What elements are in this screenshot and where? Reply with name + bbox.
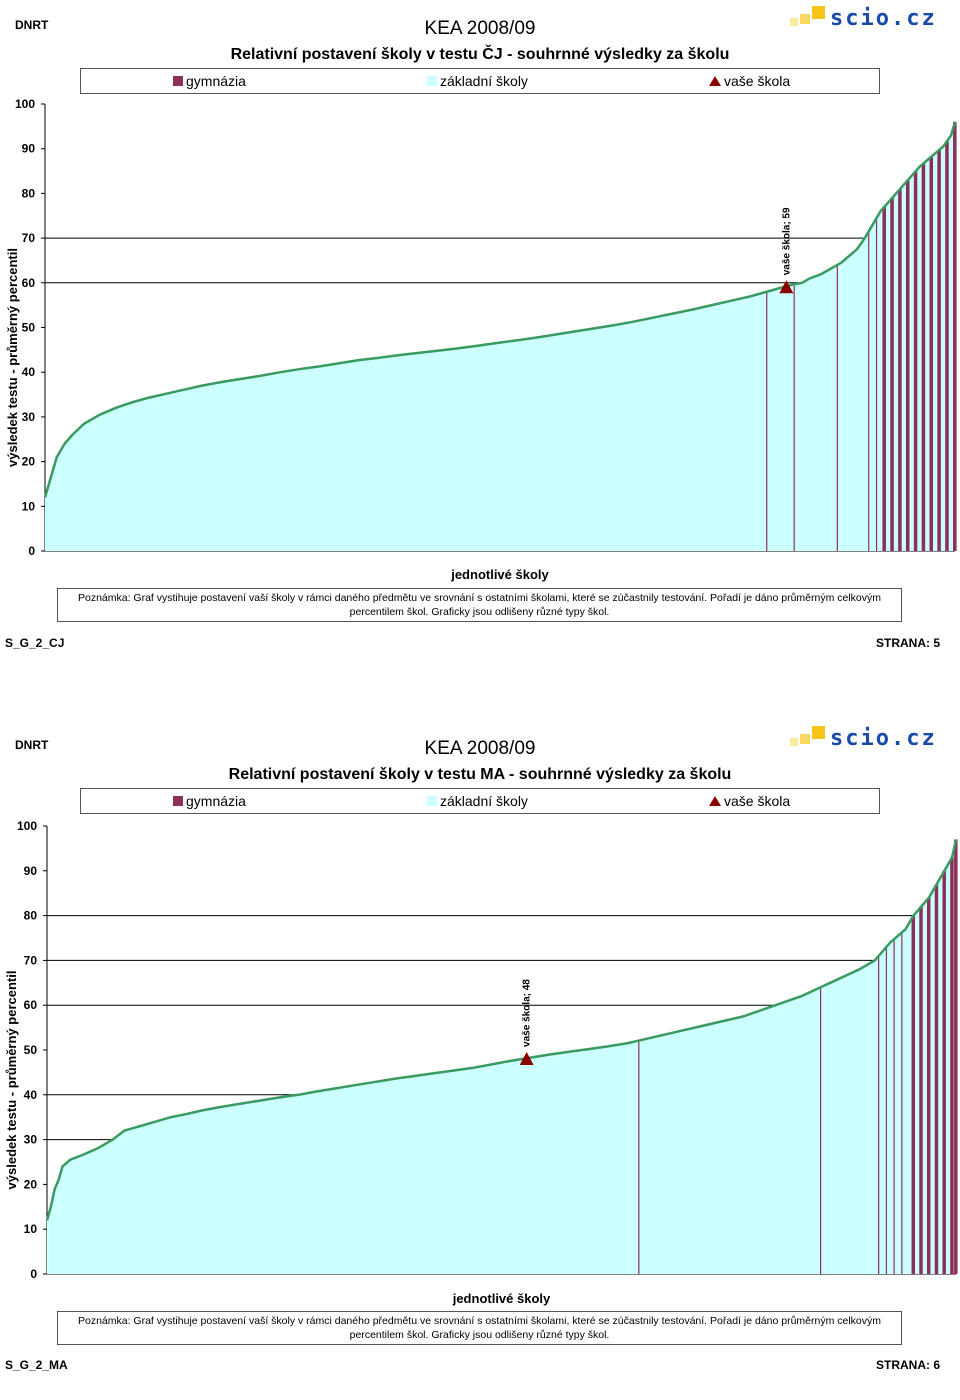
y-axis-label: výsledek testu - průměrný percentil bbox=[4, 971, 19, 1190]
your-school-label: vaše škola; 48 bbox=[522, 979, 533, 1047]
gymnazium-bar bbox=[942, 870, 946, 1274]
report-code: DNRT bbox=[15, 738, 49, 752]
gymnazium-bar bbox=[882, 206, 886, 551]
y-tick-label: 60 bbox=[24, 998, 38, 1012]
gymnazium-bar bbox=[921, 163, 926, 552]
legend-item-zakladni: základní školy bbox=[427, 793, 528, 809]
y-tick-label: 0 bbox=[30, 1267, 37, 1281]
report-year: KEA 2008/09 bbox=[424, 738, 536, 759]
legend-label: gymnázia bbox=[186, 73, 246, 89]
your-school-label: vaše škola; 59 bbox=[781, 207, 792, 275]
y-tick-label: 10 bbox=[22, 499, 36, 513]
logo-text: scio.cz bbox=[830, 6, 937, 31]
y-tick-label: 70 bbox=[22, 231, 36, 245]
y-tick-label: 50 bbox=[22, 321, 36, 335]
legend-swatch-zakladni bbox=[427, 796, 437, 806]
legend-item-gymnazia: gymnázia bbox=[173, 793, 246, 809]
legend-label: základní školy bbox=[440, 793, 528, 809]
scio-logo: scio.cz bbox=[790, 726, 950, 756]
chart-note: Poznámka: Graf vystihuje postavení vaší … bbox=[57, 588, 902, 622]
gymnazium-bar bbox=[950, 857, 954, 1274]
your-school-marker bbox=[519, 1051, 534, 1065]
gymnazium-bar bbox=[913, 171, 918, 552]
y-tick-label: 20 bbox=[22, 455, 36, 469]
report-year: KEA 2008/09 bbox=[424, 18, 536, 39]
y-tick-label: 20 bbox=[24, 1177, 38, 1191]
legend-triangle-icon bbox=[709, 796, 721, 806]
y-tick-label: 90 bbox=[24, 864, 38, 878]
gymnazium-bar bbox=[934, 884, 939, 1274]
chart-note: Poznámka: Graf vystihuje postavení vaší … bbox=[57, 1311, 902, 1345]
gymnazium-bar bbox=[890, 197, 894, 551]
legend-label: základní školy bbox=[440, 73, 528, 89]
legend-item-vase-skola: vaše škola bbox=[709, 73, 790, 89]
legend-label: vaše škola bbox=[724, 73, 791, 89]
y-tick-label: 80 bbox=[22, 186, 36, 200]
chart-title: Relativní postavení školy v testu MA - s… bbox=[228, 766, 732, 783]
percentile-curve bbox=[43, 121, 957, 498]
y-tick-label: 0 bbox=[28, 544, 35, 558]
y-tick-label: 70 bbox=[24, 953, 38, 967]
footer-code: S_G_2_MA bbox=[5, 1358, 68, 1372]
report-page-cj: DNRT KEA 2008/09 Relativní postavení ško… bbox=[0, 0, 960, 680]
gymnazium-bar bbox=[898, 188, 902, 551]
legend-swatch-zakladni bbox=[427, 76, 437, 86]
legend-item-vase-skola: vaše škola bbox=[709, 793, 790, 809]
gymnazium-bar bbox=[929, 156, 934, 551]
gymnazium-bar bbox=[937, 149, 941, 551]
gymnazium-bar bbox=[911, 915, 915, 1274]
gymnazium-bar bbox=[953, 121, 957, 551]
y-tick-label: 50 bbox=[24, 1043, 38, 1057]
percentile-chart-ma: 0 10 20 30 40 50 60 70 80 90 100 vaše škola; 48 výsl… bbox=[4, 819, 958, 1306]
footer-code: S_G_2_CJ bbox=[5, 636, 65, 650]
y-tick-label: 100 bbox=[17, 819, 37, 833]
legend-swatch-gymnazia bbox=[173, 76, 183, 86]
report-code: DNRT bbox=[15, 18, 49, 32]
your-school-marker bbox=[779, 280, 794, 294]
percentile-chart-cj: 0 10 20 30 40 50 60 70 80 90 100 vaše škola; 59 výsl… bbox=[5, 97, 957, 582]
gymnazium-bar bbox=[945, 140, 949, 551]
y-tick-label: 40 bbox=[22, 365, 36, 379]
gymnazium-bar bbox=[954, 839, 958, 1274]
y-tick-label: 100 bbox=[15, 97, 35, 111]
legend-item-gymnazia: gymnázia bbox=[173, 73, 246, 89]
legend-swatch-gymnazia bbox=[173, 796, 183, 806]
gymnazium-bar bbox=[905, 179, 910, 552]
legend-item-zakladni: základní školy bbox=[427, 73, 528, 89]
y-tick-label: 60 bbox=[22, 276, 36, 290]
y-axis-label: výsledek testu - průměrný percentil bbox=[5, 248, 20, 467]
chart-legend: gymnázia základní školy vaše škola bbox=[80, 788, 880, 814]
y-tick-label: 30 bbox=[22, 410, 36, 424]
y-tick-label: 10 bbox=[24, 1222, 38, 1236]
scio-logo: scio.cz bbox=[790, 6, 950, 36]
x-axis-label: jednotlivé školy bbox=[452, 1291, 551, 1306]
y-tick-label: 30 bbox=[24, 1133, 38, 1147]
report-page-ma: DNRT KEA 2008/09 Relativní postavení ško… bbox=[0, 720, 960, 1400]
percentile-curve bbox=[45, 839, 958, 1221]
y-tick-label: 40 bbox=[24, 1088, 38, 1102]
chart-legend: gymnázia základní školy vaše škola bbox=[80, 68, 880, 94]
legend-triangle-icon bbox=[709, 76, 721, 86]
y-tick-label: 80 bbox=[24, 909, 38, 923]
area-zakladni-skoly bbox=[45, 121, 955, 551]
page-number: STRANA: 5 bbox=[875, 636, 940, 650]
gymnazium-bar bbox=[926, 897, 931, 1274]
logo-text: scio.cz bbox=[830, 726, 937, 751]
y-tick-label: 90 bbox=[22, 142, 36, 156]
page-number: STRANA: 6 bbox=[875, 1358, 940, 1372]
x-axis-label: jednotlivé školy bbox=[450, 567, 549, 582]
legend-label: vaše škola bbox=[724, 793, 791, 809]
area-zakladni-skoly bbox=[47, 839, 956, 1274]
legend-label: gymnázia bbox=[186, 793, 246, 809]
chart-title: Relativní postavení školy v testu ČJ - s… bbox=[230, 46, 730, 63]
gymnazium-bar bbox=[919, 906, 923, 1274]
